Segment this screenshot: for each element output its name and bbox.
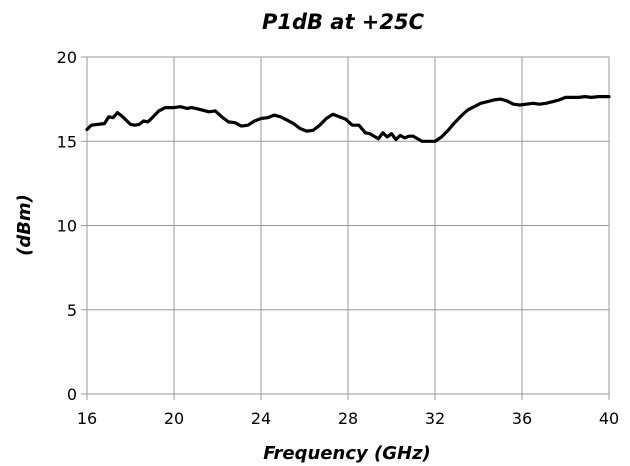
x-tick-label: 36	[512, 409, 532, 428]
x-axis-label: Frequency (GHz)	[263, 443, 431, 464]
y-tick-label: 5	[67, 301, 77, 320]
y-tick-labels: 0 5 10 15 20	[57, 48, 77, 404]
x-tick-label: 16	[77, 409, 97, 428]
chart-title: P1dB at +25C	[262, 10, 425, 34]
x-tick-labels: 16 20 24 28 32 36 40	[77, 409, 619, 428]
y-tick-label: 15	[57, 132, 77, 151]
x-tick-label: 20	[164, 409, 184, 428]
series-group	[85, 94, 611, 143]
x-tick-label: 28	[338, 409, 358, 428]
plot-frame	[81, 56, 610, 400]
x-tick-label: 32	[425, 409, 445, 428]
series-line-p1db	[85, 94, 611, 143]
y-axis-label: (dBm)	[14, 194, 35, 256]
y-tick-label: 10	[57, 217, 77, 236]
x-tick-label: 40	[599, 409, 619, 428]
x-tick-label: 24	[251, 409, 271, 428]
y-tick-label: 20	[57, 48, 77, 67]
y-tick-label: 0	[67, 385, 77, 404]
